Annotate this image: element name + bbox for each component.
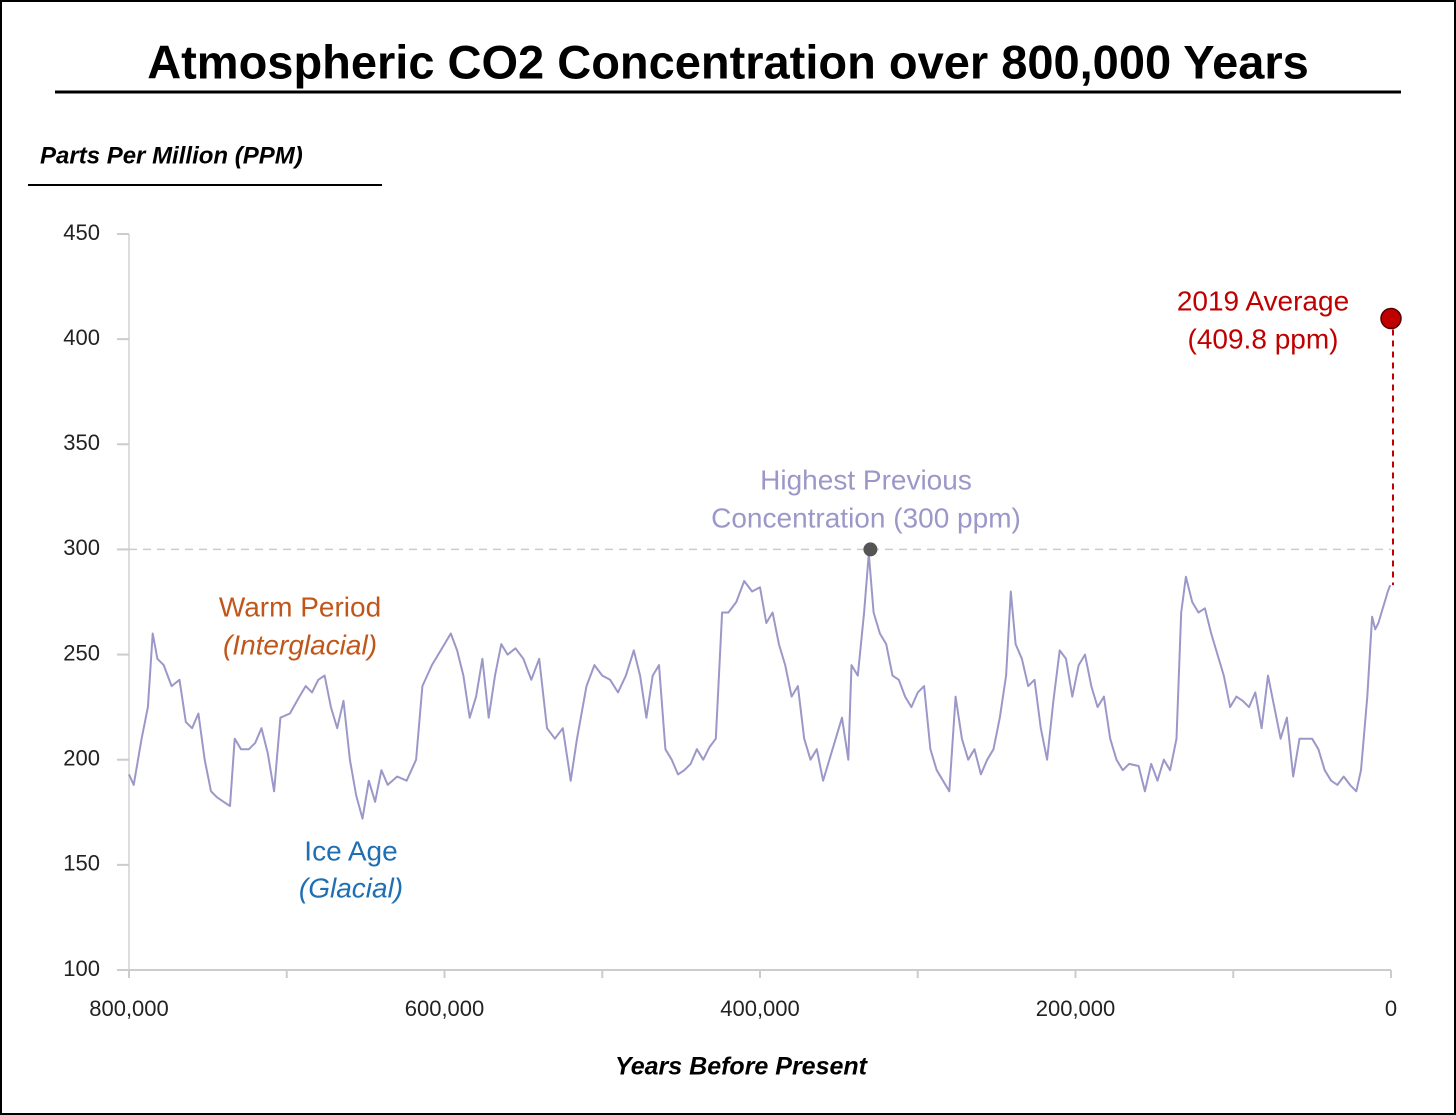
y-tick-label: 450: [63, 220, 100, 245]
y-tick-label: 400: [63, 325, 100, 350]
highlight-point: [1380, 307, 1402, 330]
highlight-label: 2019 Average: [1177, 285, 1349, 316]
x-tick-label: 600,000: [405, 996, 485, 1021]
annotation: Ice Age: [304, 835, 397, 866]
x-tick-label: 200,000: [1036, 996, 1116, 1021]
co2-line: [128, 552, 1392, 820]
annotation: (Interglacial): [223, 629, 377, 660]
x-axis-title: Years Before Present: [615, 1053, 869, 1081]
annotation: Warm Period: [219, 591, 381, 622]
y-tick-label: 100: [63, 956, 100, 981]
highlight-label: (409.8 ppm): [1188, 323, 1339, 354]
x-tick-label: 400,000: [720, 996, 800, 1021]
y-tick-label: 300: [63, 535, 100, 560]
highlight-label: Highest Previous: [760, 464, 972, 495]
x-tick-label: 800,000: [89, 996, 169, 1021]
highlight-label: Concentration (300 ppm): [711, 502, 1021, 533]
y-tick-label: 150: [63, 851, 100, 876]
annotation: (Glacial): [299, 872, 403, 903]
x-tick-label: 0: [1385, 996, 1397, 1021]
y-axis-title: Parts Per Million (PPM): [40, 142, 303, 169]
highlight-point: [863, 542, 878, 557]
y-tick-label: 350: [63, 430, 100, 455]
chart-title: Atmospheric CO2 Concentration over 800,0…: [147, 35, 1309, 88]
y-tick-label: 250: [63, 640, 100, 665]
y-tick-label: 200: [63, 746, 100, 771]
